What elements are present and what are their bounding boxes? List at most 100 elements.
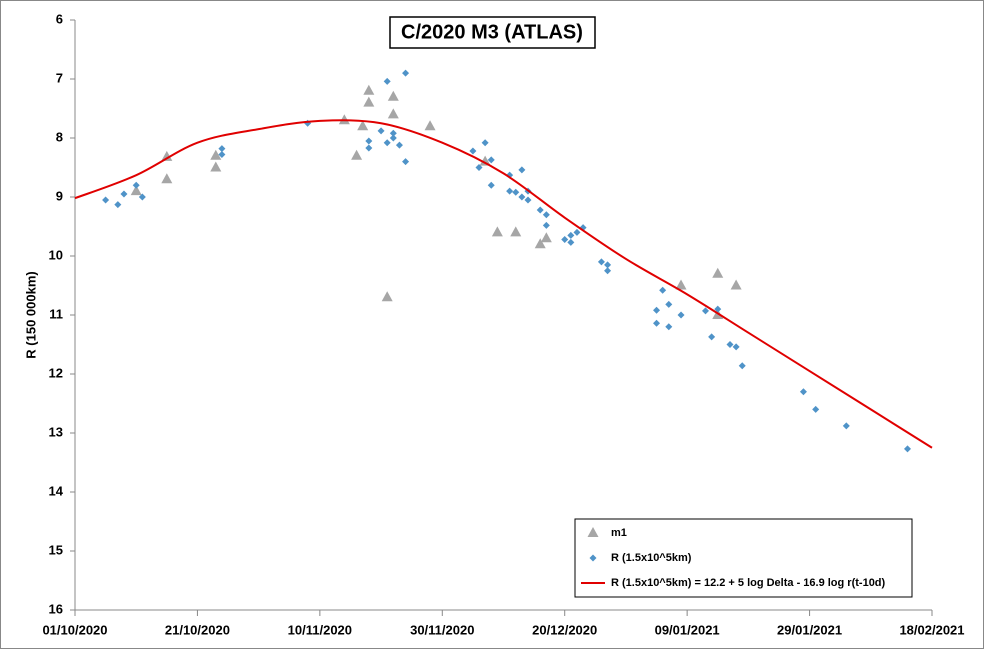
diamond-point <box>732 343 740 351</box>
diamond-point <box>659 286 667 294</box>
diamond-point <box>365 137 373 145</box>
y-tick-label: 7 <box>56 70 63 85</box>
triangle-point <box>357 120 369 131</box>
triangle-point <box>338 114 350 125</box>
diamond-point <box>518 166 526 174</box>
x-tick-label: 29/01/2021 <box>777 622 842 637</box>
diamond-point <box>377 127 385 135</box>
triangle-point <box>510 226 522 237</box>
diamond-point <box>904 445 912 453</box>
y-tick-label: 9 <box>56 188 63 203</box>
triangle-point <box>712 267 724 278</box>
diamond-point <box>389 134 397 142</box>
triangle-point <box>363 96 375 107</box>
x-tick-label: 30/11/2020 <box>410 622 474 637</box>
diamond-point <box>677 311 685 319</box>
diamond-point <box>653 306 661 314</box>
fit-line <box>74 119 933 449</box>
triangle-point <box>210 149 222 160</box>
triangle-point <box>540 232 552 243</box>
legend-label: R (1.5x10^5km) <box>611 552 692 564</box>
triangle-point <box>534 238 546 249</box>
diamond-point <box>561 235 569 243</box>
diamond-point <box>542 211 550 219</box>
diamond-point <box>469 147 477 155</box>
triangle-point <box>479 155 491 166</box>
diamond-point <box>738 362 746 370</box>
triangle-point <box>381 291 393 302</box>
y-tick-label: 14 <box>49 483 64 498</box>
triangle-point <box>363 84 375 95</box>
diamond-point <box>604 267 612 275</box>
diamond-point <box>383 77 391 85</box>
y-tick-label: 8 <box>56 129 63 144</box>
diamond-point <box>102 196 110 204</box>
diamond-point <box>487 156 495 164</box>
y-tick-label: 16 <box>49 601 63 616</box>
diamond-point <box>702 307 710 315</box>
diamond-point <box>402 158 410 166</box>
diamond-point <box>604 261 612 269</box>
diamond-point <box>138 193 146 201</box>
x-tick-label: 20/12/2020 <box>532 622 597 637</box>
triangle-point <box>730 279 742 290</box>
diamond-point <box>665 323 673 331</box>
diamond-point <box>665 300 673 308</box>
triangle-point <box>491 226 503 237</box>
diamond-point <box>708 333 716 341</box>
diamond-point <box>726 341 734 348</box>
legend-label: R (1.5x10^5km) = 12.2 + 5 log Delta - 16… <box>611 577 886 589</box>
legend-marker <box>587 527 599 537</box>
diamond-point <box>536 206 544 214</box>
diamond-point <box>218 151 226 159</box>
diamond-point <box>567 231 575 239</box>
diamond-point <box>487 181 495 189</box>
triangle-point <box>675 279 687 290</box>
y-tick-label: 15 <box>49 542 63 557</box>
y-tick-label: 6 <box>56 11 63 26</box>
diamond-point <box>518 193 526 201</box>
diamond-point <box>383 139 391 147</box>
y-tick-label: 11 <box>49 306 63 321</box>
diamond-point <box>714 305 722 313</box>
diamond-point <box>395 141 403 149</box>
diamond-point <box>114 201 122 209</box>
diamond-point <box>365 144 373 152</box>
diamond-point <box>402 69 410 77</box>
triangle-point <box>210 161 222 172</box>
y-tick-label: 10 <box>49 247 63 262</box>
diamond-point <box>812 405 820 413</box>
chart-title: C/2020 M3 (ATLAS) <box>401 21 583 43</box>
diamond-point <box>799 388 807 396</box>
diamond-point <box>132 181 140 189</box>
legend-marker <box>589 554 597 562</box>
diamond-point <box>573 228 581 236</box>
y-axis-label: R (150 000km) <box>23 271 38 358</box>
diamond-point <box>542 221 550 229</box>
diamond-point <box>120 190 128 198</box>
triangle-point <box>424 120 436 131</box>
triangle-point <box>130 185 142 196</box>
x-tick-label: 10/11/2020 <box>288 622 352 637</box>
diamond-point <box>653 319 661 327</box>
diamond-point <box>506 187 514 195</box>
diamond-point <box>475 164 483 171</box>
diamond-point <box>597 258 605 266</box>
legend-box <box>574 518 913 598</box>
diamond-point <box>567 238 575 246</box>
x-tick-label: 18/02/2021 <box>899 622 964 637</box>
x-tick-label: 21/10/2020 <box>165 622 230 637</box>
diamond-point <box>481 139 489 147</box>
y-tick-label: 13 <box>49 424 63 439</box>
x-tick-label: 09/01/2021 <box>655 622 720 637</box>
triangle-point <box>387 90 399 101</box>
y-tick-label: 12 <box>49 365 63 380</box>
diamond-point <box>512 188 520 196</box>
triangle-point <box>387 108 399 119</box>
diamond-point <box>524 196 532 204</box>
triangle-point <box>161 173 173 184</box>
triangle-point <box>161 150 173 161</box>
legend-label: m1 <box>611 527 627 539</box>
triangle-point <box>351 149 363 160</box>
